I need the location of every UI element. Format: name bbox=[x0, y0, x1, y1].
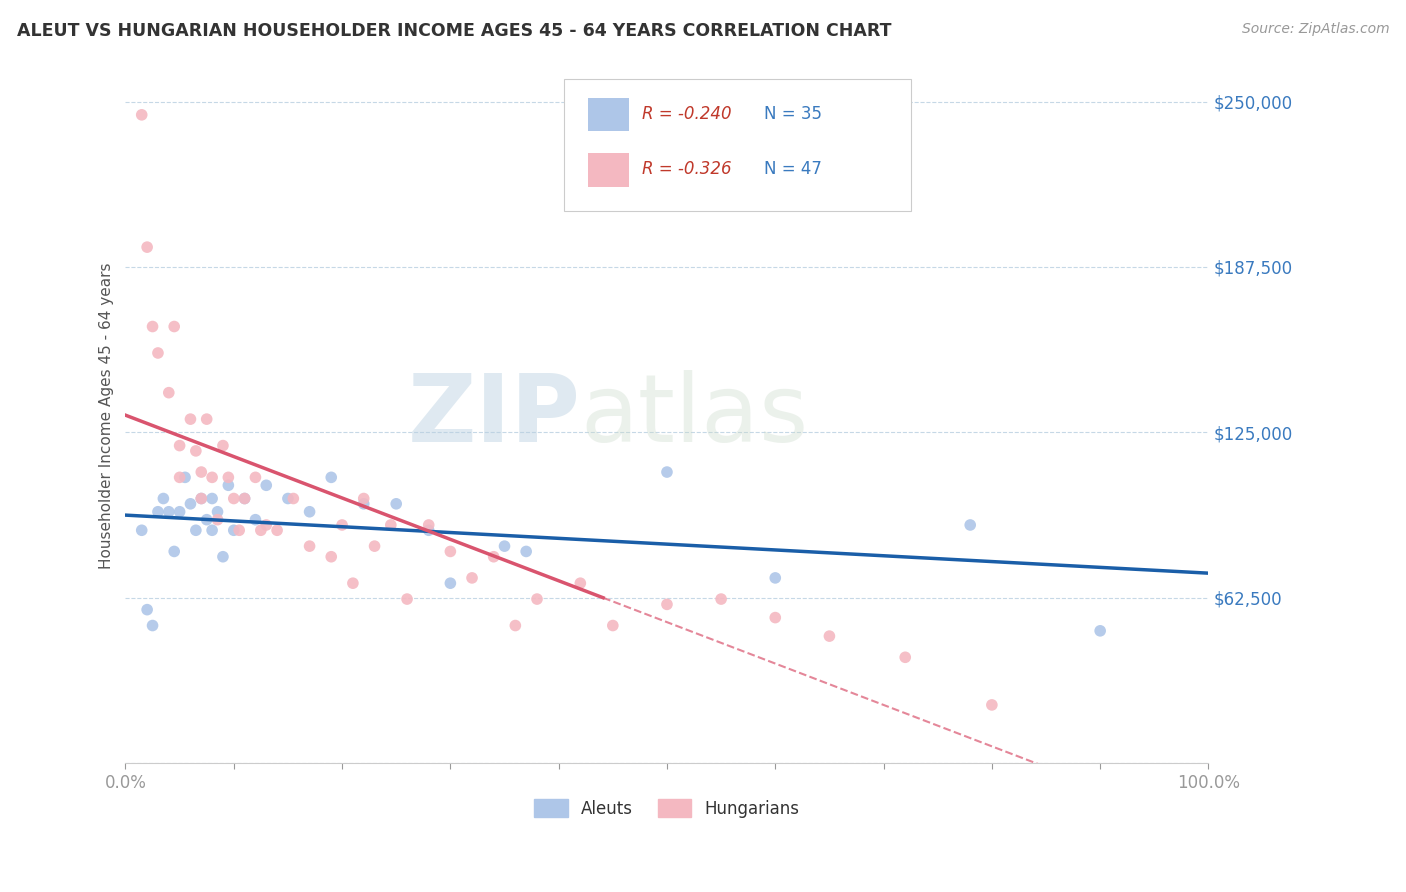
Point bbox=[321, 549, 343, 564]
Point bbox=[250, 523, 273, 537]
Point bbox=[245, 470, 267, 484]
Point bbox=[207, 513, 229, 527]
Point bbox=[254, 478, 277, 492]
Point bbox=[1088, 624, 1111, 638]
Point bbox=[655, 598, 678, 612]
Point bbox=[959, 518, 981, 533]
Point bbox=[763, 610, 786, 624]
Point bbox=[277, 491, 299, 506]
Point bbox=[141, 618, 163, 632]
Point bbox=[298, 539, 321, 553]
Point bbox=[207, 505, 229, 519]
Point bbox=[380, 518, 402, 533]
Point bbox=[195, 513, 218, 527]
Text: Source: ZipAtlas.com: Source: ZipAtlas.com bbox=[1241, 22, 1389, 37]
Point bbox=[494, 539, 516, 553]
Point bbox=[146, 505, 169, 519]
Point bbox=[482, 549, 505, 564]
Point bbox=[321, 470, 343, 484]
Point bbox=[169, 470, 191, 484]
Point bbox=[353, 497, 375, 511]
Point bbox=[418, 518, 440, 533]
Point bbox=[212, 549, 235, 564]
Point bbox=[222, 523, 245, 537]
Point bbox=[212, 439, 235, 453]
Point bbox=[136, 240, 159, 254]
Text: R = -0.240: R = -0.240 bbox=[643, 104, 731, 123]
Point bbox=[298, 505, 321, 519]
FancyBboxPatch shape bbox=[588, 98, 628, 131]
Point bbox=[505, 618, 527, 632]
Point bbox=[254, 518, 277, 533]
Point bbox=[396, 592, 419, 607]
Point bbox=[266, 523, 288, 537]
Point bbox=[710, 592, 733, 607]
Text: N = 35: N = 35 bbox=[765, 104, 823, 123]
Point bbox=[146, 346, 169, 360]
Point bbox=[201, 491, 224, 506]
Point bbox=[190, 491, 212, 506]
Point bbox=[157, 385, 180, 400]
Point bbox=[342, 576, 364, 591]
Point bbox=[569, 576, 592, 591]
Y-axis label: Householder Income Ages 45 - 64 years: Householder Income Ages 45 - 64 years bbox=[100, 262, 114, 569]
Point bbox=[195, 412, 218, 426]
Point bbox=[169, 439, 191, 453]
Point bbox=[184, 523, 207, 537]
Point bbox=[201, 523, 224, 537]
Point bbox=[439, 544, 461, 558]
Point bbox=[217, 478, 239, 492]
Point bbox=[602, 618, 624, 632]
Point bbox=[515, 544, 537, 558]
Point bbox=[894, 650, 917, 665]
Point bbox=[190, 465, 212, 479]
Point bbox=[222, 491, 245, 506]
Point bbox=[439, 576, 461, 591]
Text: ZIP: ZIP bbox=[408, 370, 581, 462]
Point bbox=[131, 108, 153, 122]
Point bbox=[980, 698, 1002, 712]
FancyBboxPatch shape bbox=[564, 78, 911, 211]
Point bbox=[163, 544, 186, 558]
Point bbox=[179, 412, 201, 426]
Point bbox=[418, 523, 440, 537]
Point bbox=[228, 523, 250, 537]
Point bbox=[363, 539, 385, 553]
Point bbox=[283, 491, 305, 506]
Point bbox=[233, 491, 256, 506]
Point bbox=[152, 491, 174, 506]
Point bbox=[157, 505, 180, 519]
Point bbox=[184, 443, 207, 458]
Point bbox=[190, 491, 212, 506]
Text: atlas: atlas bbox=[581, 370, 808, 462]
Point bbox=[169, 505, 191, 519]
FancyBboxPatch shape bbox=[588, 153, 628, 186]
Text: ALEUT VS HUNGARIAN HOUSEHOLDER INCOME AGES 45 - 64 YEARS CORRELATION CHART: ALEUT VS HUNGARIAN HOUSEHOLDER INCOME AG… bbox=[17, 22, 891, 40]
Point bbox=[330, 518, 353, 533]
Point bbox=[163, 319, 186, 334]
Legend: Aleuts, Hungarians: Aleuts, Hungarians bbox=[527, 793, 806, 824]
Point bbox=[174, 470, 197, 484]
Point bbox=[217, 470, 239, 484]
Point bbox=[461, 571, 484, 585]
Point bbox=[233, 491, 256, 506]
Point bbox=[655, 465, 678, 479]
Point bbox=[385, 497, 408, 511]
Point bbox=[818, 629, 841, 643]
Point bbox=[763, 571, 786, 585]
Point bbox=[245, 513, 267, 527]
Point bbox=[179, 497, 201, 511]
Point bbox=[201, 470, 224, 484]
Point bbox=[526, 592, 548, 607]
Point bbox=[136, 602, 159, 616]
Text: N = 47: N = 47 bbox=[765, 161, 823, 178]
Point bbox=[131, 523, 153, 537]
Text: R = -0.326: R = -0.326 bbox=[643, 161, 731, 178]
Point bbox=[141, 319, 163, 334]
Point bbox=[353, 491, 375, 506]
